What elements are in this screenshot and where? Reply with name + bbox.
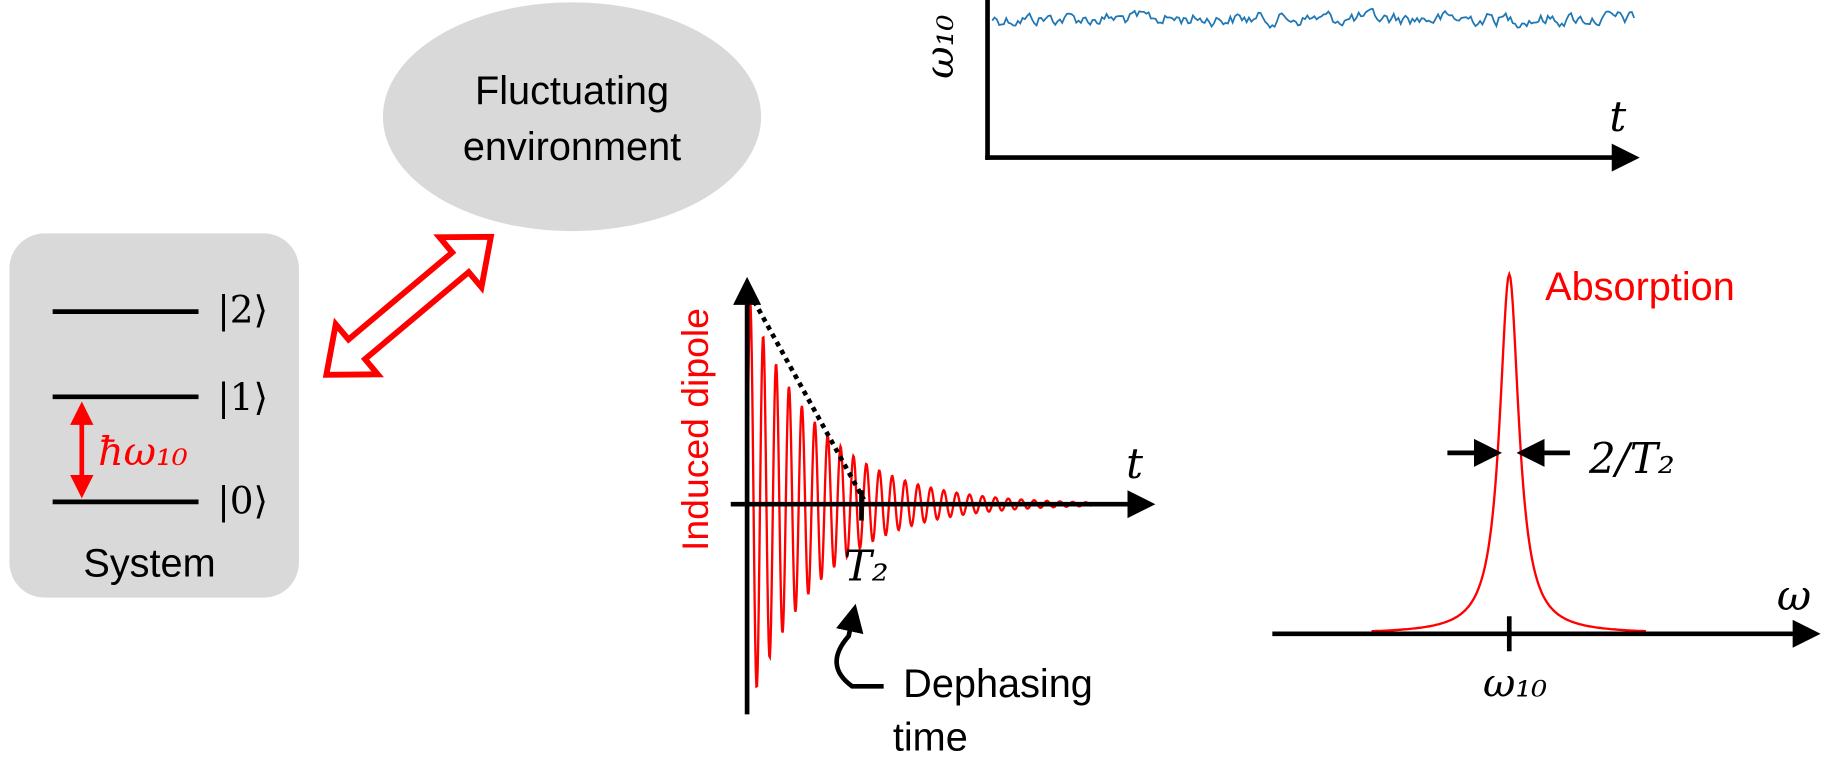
environment-label: environment xyxy=(463,125,681,169)
frequency-trace xyxy=(991,7,1635,30)
decay-envelope xyxy=(752,300,866,501)
absorption-title: Absorption xyxy=(1545,265,1735,309)
system-label: System xyxy=(83,542,215,586)
system-box xyxy=(9,233,299,598)
y-axis-label: Induced dipole xyxy=(674,308,716,551)
dipole-trace xyxy=(745,304,1092,689)
tick-label: ω₁₀ xyxy=(1483,660,1547,706)
level-label: |0⟩ xyxy=(217,479,268,523)
tick-label: T₂ xyxy=(844,542,889,591)
y-axis-label: ω₁₀ xyxy=(917,15,963,79)
annotation-arrow xyxy=(834,603,884,689)
coupling-arrow xyxy=(322,233,495,378)
level-label: |1⟩ xyxy=(217,375,268,419)
x-axis-label: ω xyxy=(1777,571,1811,620)
level-label: |2⟩ xyxy=(217,287,268,331)
environment-label: Fluctuating xyxy=(475,69,669,113)
x-axis-label: t xyxy=(1609,92,1626,141)
annotation: Dephasing xyxy=(903,662,1093,706)
environment-ellipse xyxy=(382,2,762,232)
absorption-line xyxy=(1371,270,1646,633)
transition-label: ħω₁₀ xyxy=(98,429,188,475)
x-axis-label: t xyxy=(1126,439,1143,488)
width-label: 2/T₂ xyxy=(1588,434,1675,483)
annotation: time xyxy=(893,715,968,759)
